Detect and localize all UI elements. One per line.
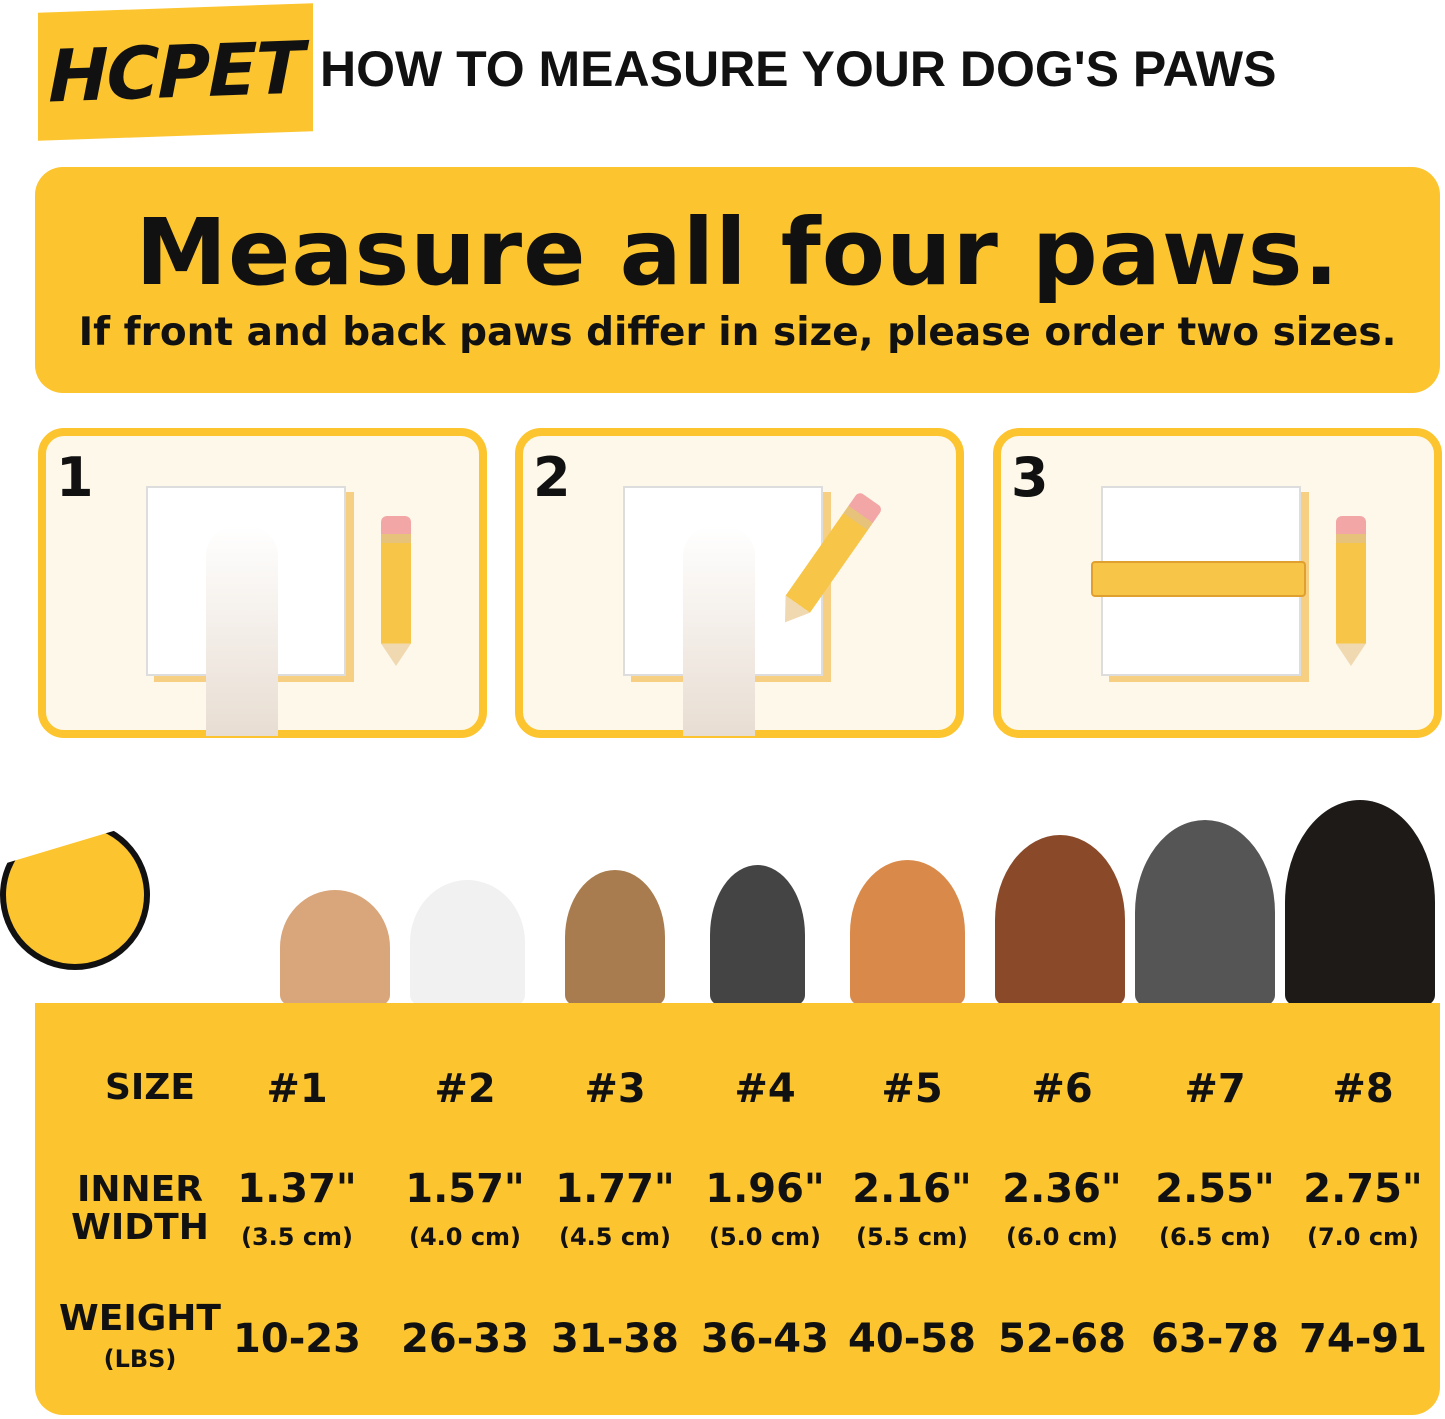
- width-inch-cell: 2.55": [1155, 1166, 1275, 1212]
- step-3-panel: 3: [993, 428, 1442, 738]
- size-cell: #2: [434, 1066, 496, 1112]
- width-cm-cell: (6.5 cm): [1158, 1223, 1272, 1251]
- width-inch-cell: 1.57": [405, 1166, 525, 1212]
- width-cm-cell: (3.5 cm): [240, 1223, 354, 1251]
- width-inch-cell: 2.75": [1303, 1166, 1423, 1212]
- ruler-icon: [1091, 561, 1306, 597]
- weight-label: WEIGHT: [59, 1298, 221, 1339]
- width-cm-cell: (5.5 cm): [855, 1223, 969, 1251]
- size-cell: #1: [266, 1066, 328, 1112]
- dog-photo-schnauzer: [710, 865, 805, 1005]
- size-cell: #4: [734, 1066, 796, 1112]
- width-cm-cell: (5.0 cm): [708, 1223, 822, 1251]
- instruction-banner: Measure all four paws. If front and back…: [35, 167, 1440, 393]
- dog-photo-rottweiler: [1285, 800, 1435, 1005]
- width-inch-cell: 2.36": [1002, 1166, 1122, 1212]
- brand-name: HCPET: [48, 25, 303, 119]
- width-cm-cell: (4.0 cm): [408, 1223, 522, 1251]
- width-cm-cell: (4.5 cm): [558, 1223, 672, 1251]
- dog-breeds-row: [270, 800, 1440, 1005]
- dog-photo-shiba: [850, 860, 965, 1005]
- dog-photo-husky: [1135, 820, 1275, 1005]
- step-number: 1: [56, 446, 94, 509]
- weight-cell: 63-78: [1151, 1316, 1279, 1362]
- decorative-swoosh: [0, 820, 150, 970]
- banner-subtext: If front and back paws differ in size, p…: [78, 310, 1397, 355]
- weight-unit: (LBS): [103, 1345, 177, 1373]
- step-number: 3: [1011, 446, 1049, 509]
- inner-width-label-2: WIDTH: [71, 1207, 209, 1248]
- banner-headline: Measure all four paws.: [135, 199, 1340, 306]
- size-cell: #8: [1332, 1066, 1394, 1112]
- weight-cell: 74-91: [1299, 1316, 1427, 1362]
- width-inch-cell: 1.77": [555, 1166, 675, 1212]
- step-2-panel: 2: [515, 428, 964, 738]
- width-inch-cell: 2.16": [852, 1166, 972, 1212]
- weight-cell: 40-58: [848, 1316, 976, 1362]
- weight-cell: 52-68: [998, 1316, 1126, 1362]
- size-cell: #7: [1184, 1066, 1246, 1112]
- dog-photo-yorkie: [565, 870, 665, 1005]
- pencil-icon: [1336, 516, 1366, 666]
- step-1-panel: 1: [38, 428, 487, 738]
- page-title: HOW TO MEASURE YOUR DOG'S PAWS: [320, 41, 1277, 97]
- width-cm-cell: (6.0 cm): [1005, 1223, 1119, 1251]
- weight-cell: 36-43: [701, 1316, 829, 1362]
- dog-photo-bichon: [410, 880, 525, 1005]
- paw-illustration: [683, 526, 755, 736]
- size-cell: #5: [881, 1066, 943, 1112]
- weight-cell: 26-33: [401, 1316, 529, 1362]
- step-number: 2: [533, 446, 571, 509]
- width-inch-cell: 1.96": [705, 1166, 825, 1212]
- weight-cell: 10-23: [233, 1316, 361, 1362]
- size-cell: #3: [584, 1066, 646, 1112]
- brand-logo: HCPET: [38, 3, 313, 141]
- weight-cell: 31-38: [551, 1316, 679, 1362]
- pencil-icon: [381, 516, 411, 666]
- width-cm-cell: (7.0 cm): [1306, 1223, 1420, 1251]
- dog-photo-chihuahua: [280, 890, 390, 1005]
- size-chart-table: SIZE INNER WIDTH WEIGHT (LBS) #1 #2 #3 #4 #5…: [35, 1003, 1440, 1415]
- width-inch-cell: 1.37": [237, 1166, 357, 1212]
- size-label: SIZE: [104, 1067, 196, 1108]
- dog-photo-aussie: [995, 835, 1125, 1005]
- inner-width-label-1: INNER: [77, 1169, 203, 1210]
- size-cell: #6: [1031, 1066, 1093, 1112]
- paw-illustration: [206, 526, 278, 736]
